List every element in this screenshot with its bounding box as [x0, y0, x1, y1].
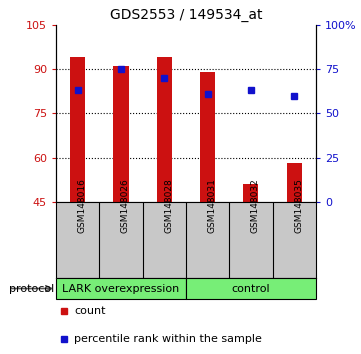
Bar [157, 57, 172, 202]
Bar [243, 184, 258, 202]
Text: GSM148035: GSM148035 [294, 178, 303, 233]
Text: LARK overexpression: LARK overexpression [62, 284, 179, 293]
Text: control: control [232, 284, 270, 293]
Text: GSM148031: GSM148031 [208, 178, 217, 233]
Text: protocol: protocol [9, 284, 54, 293]
Text: GSM148026: GSM148026 [121, 178, 130, 233]
Bar [186, 278, 316, 299]
Bar [56, 278, 186, 299]
Bar [200, 72, 215, 202]
Text: GSM148028: GSM148028 [164, 178, 173, 233]
Text: count: count [74, 306, 106, 316]
Text: GSM148016: GSM148016 [78, 178, 87, 233]
Text: GSM148032: GSM148032 [251, 178, 260, 233]
Bar [287, 164, 302, 202]
Bar [113, 66, 129, 202]
Title: GDS2553 / 149534_at: GDS2553 / 149534_at [110, 8, 262, 22]
Bar [70, 57, 85, 202]
Text: percentile rank within the sample: percentile rank within the sample [74, 333, 262, 344]
